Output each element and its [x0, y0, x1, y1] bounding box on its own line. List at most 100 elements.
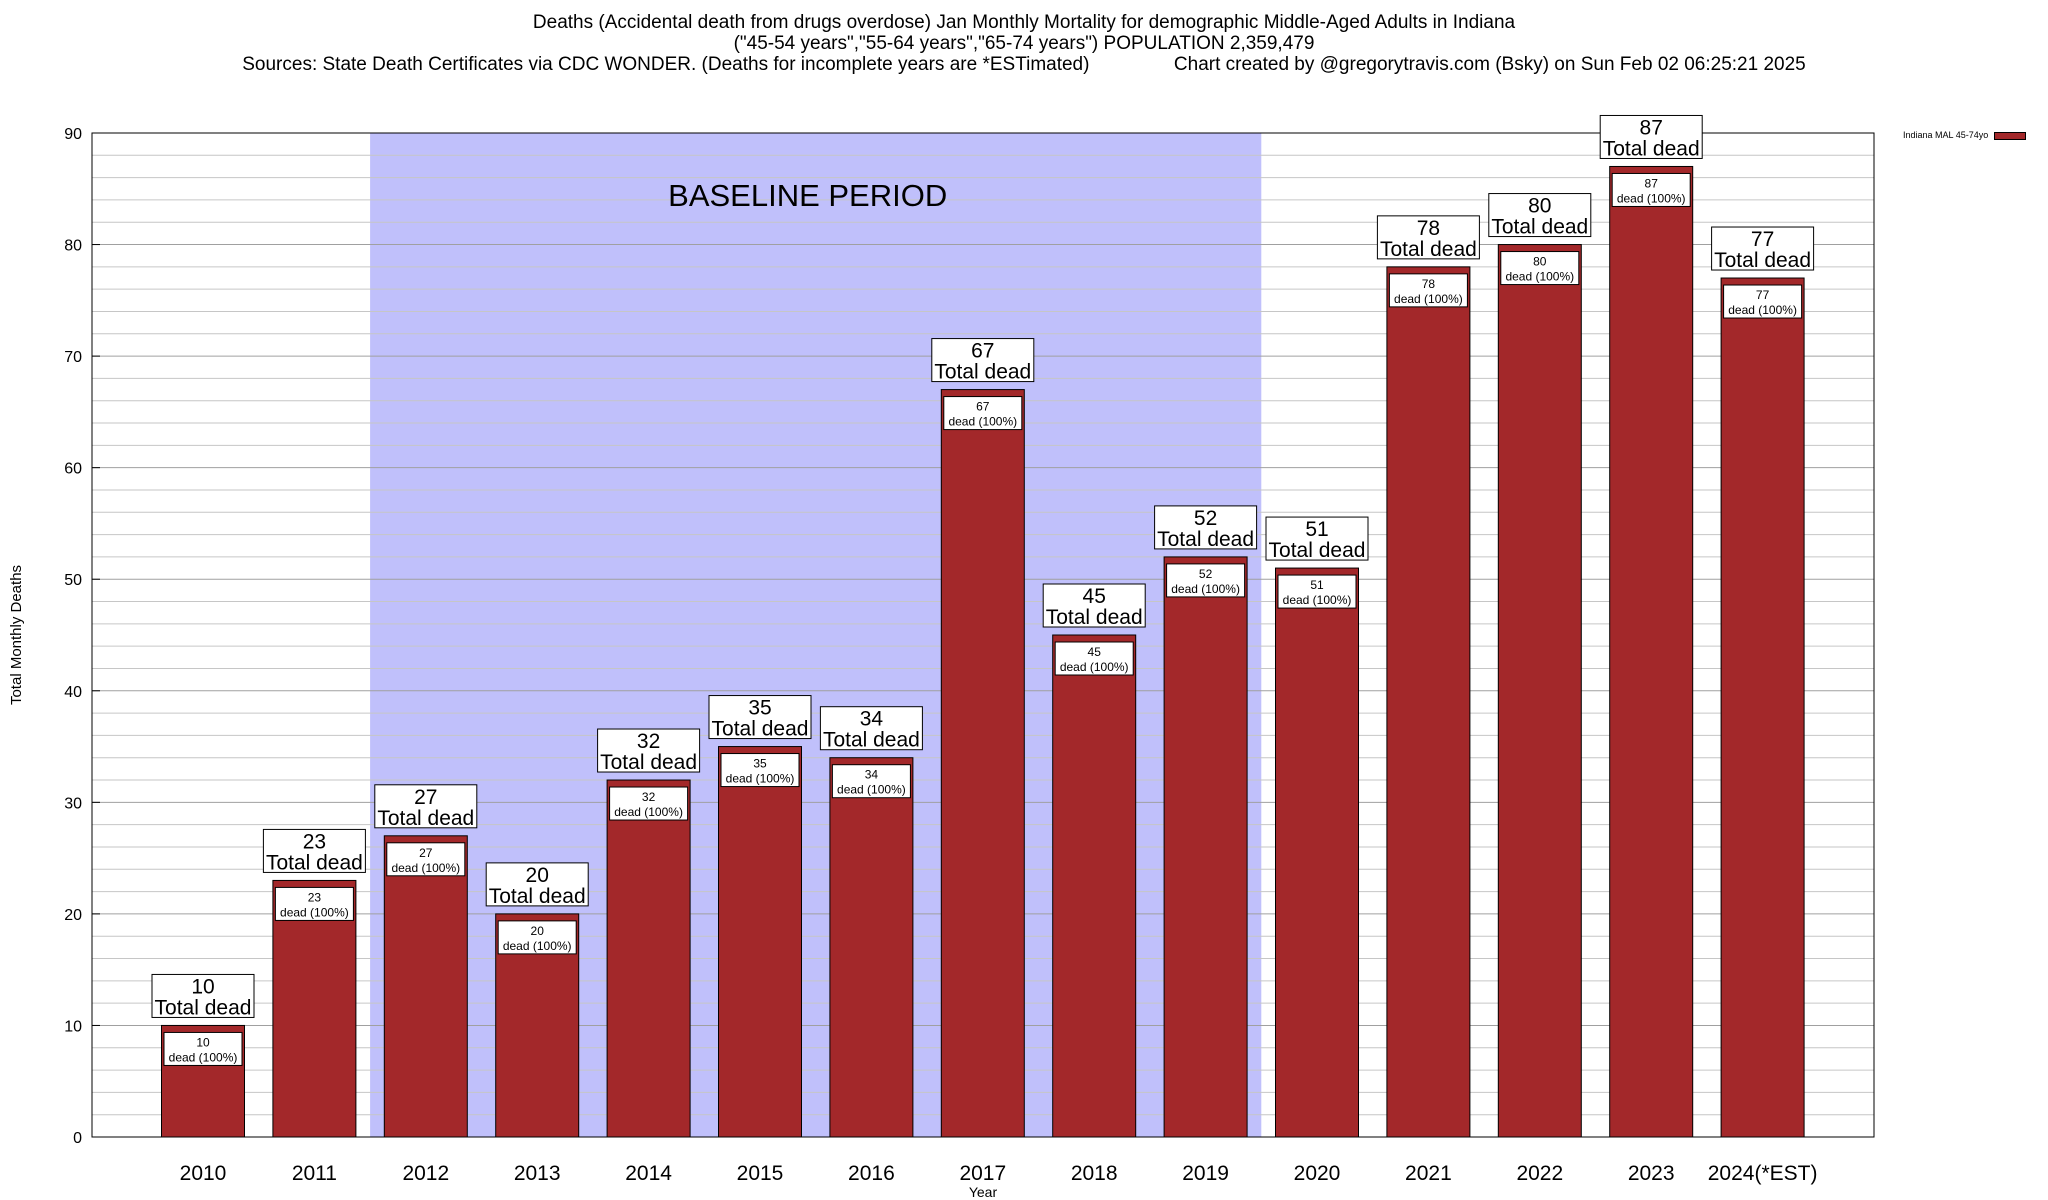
bar-total-suffix-label: Total dead: [1603, 137, 1700, 160]
bar-inner-value-label: 51: [1310, 578, 1324, 592]
x-tick-label: 2015: [737, 1162, 784, 1185]
bar-inner-percent-label: dead (100%): [614, 805, 683, 819]
y-tick-label: 40: [64, 684, 82, 701]
bar-total-suffix-label: Total dead: [489, 885, 586, 908]
y-tick-label: 30: [64, 795, 82, 812]
y-tick-label: 90: [64, 126, 82, 143]
bar-total-value-label: 52: [1194, 507, 1217, 530]
y-tick-label: 80: [64, 238, 82, 255]
bar-total-label-box: [1042, 583, 1146, 628]
bar: [1497, 244, 1582, 1138]
bar: [272, 879, 357, 1138]
bar-inner-percent-label: dead (100%): [1060, 660, 1129, 674]
bar: [606, 779, 691, 1138]
bar-inner-label-box: [497, 920, 577, 955]
bar-total-label-box: [262, 828, 366, 873]
bar-inner-percent-label: dead (100%): [391, 861, 460, 875]
bar: [1386, 266, 1471, 1138]
bar-inner-label-box: [1166, 563, 1246, 598]
bar-inner-value-label: 52: [1199, 567, 1213, 581]
bar-total-label-box: [151, 973, 255, 1018]
bar-inner-label-box: [1054, 641, 1134, 676]
x-tick-label: 2014: [625, 1162, 672, 1185]
bar-total-value-label: 20: [526, 864, 549, 887]
bar-total-suffix-label: Total dead: [1046, 606, 1143, 629]
bar: [1609, 165, 1694, 1138]
bar-inner-label-box: [1500, 251, 1580, 286]
bar-inner-percent-label: dead (100%): [1171, 582, 1240, 596]
x-tick-label: 2011: [292, 1162, 337, 1185]
bar-total-label-box: [1488, 193, 1592, 238]
legend-label: Indiana MAL 45-74yo: [1903, 130, 1989, 140]
bar-total-value-label: 34: [860, 708, 884, 731]
x-tick-label: 2024(*EST): [1708, 1162, 1818, 1185]
bar-total-value-label: 78: [1417, 217, 1440, 240]
y-tick-label: 0: [73, 1130, 82, 1147]
bar-total-label-box: [485, 862, 589, 907]
bar-inner-label-box: [1277, 574, 1357, 609]
bar-total-label-box: [374, 784, 478, 829]
chart-title-line-2: ("45-54 years","55-64 years","65-74 year…: [733, 33, 1315, 54]
x-tick-label: 2018: [1071, 1162, 1118, 1185]
x-tick-label: 2010: [180, 1162, 227, 1185]
bar: [940, 389, 1025, 1138]
x-axis-label: Year: [969, 1184, 998, 1200]
bar-inner-value-label: 45: [1088, 645, 1102, 659]
bar-inner-percent-label: dead (100%): [169, 1050, 238, 1064]
bar-total-value-label: 77: [1751, 228, 1774, 251]
bar-inner-label-box: [943, 396, 1023, 431]
y-axis-label: Total Monthly Deaths: [8, 565, 25, 705]
bar-inner-value-label: 32: [642, 790, 656, 804]
bar-inner-value-label: 34: [865, 768, 879, 782]
bar-total-suffix-label: Total dead: [823, 729, 920, 752]
bar-total-value-label: 35: [748, 697, 771, 720]
bar-inner-percent-label: dead (100%): [1505, 270, 1574, 284]
bar-inner-value-label: 67: [976, 400, 990, 414]
bar-inner-percent-label: dead (100%): [1394, 292, 1463, 306]
bar: [1052, 634, 1137, 1138]
bar-total-suffix-label: Total dead: [266, 851, 363, 874]
bar-total-suffix-label: Total dead: [1491, 216, 1588, 239]
y-tick-label: 10: [64, 1018, 82, 1035]
bar-total-suffix-label: Total dead: [377, 807, 474, 830]
y-tick-label: 20: [64, 907, 82, 924]
bar-total-value-label: 32: [637, 730, 660, 753]
bar-inner-label-box: [1388, 273, 1468, 308]
bar-inner-percent-label: dead (100%): [1617, 191, 1686, 205]
bar-total-value-label: 80: [1528, 195, 1551, 218]
bar-inner-value-label: 78: [1422, 277, 1436, 291]
bar: [383, 835, 468, 1138]
bar-inner-percent-label: dead (100%): [948, 415, 1017, 429]
bar-inner-percent-label: dead (100%): [837, 783, 906, 797]
bar-total-suffix-label: Total dead: [1269, 539, 1366, 562]
bar-total-label-box: [1376, 215, 1480, 260]
bar-inner-percent-label: dead (100%): [1728, 303, 1797, 317]
bar-total-suffix-label: Total dead: [155, 996, 252, 1019]
x-tick-label: 2013: [514, 1162, 561, 1185]
legend-swatch: [1994, 131, 2027, 140]
bar-total-label-box: [1599, 114, 1703, 159]
baseline-period-label: BASELINE PERIOD: [668, 178, 947, 213]
bar-total-label-box: [819, 706, 923, 751]
bar-inner-value-label: 10: [196, 1035, 210, 1049]
bar-total-suffix-label: Total dead: [1157, 528, 1254, 551]
chart-title-line-3: Sources: State Death Certificates via CD…: [242, 54, 1806, 75]
bar-total-label-box: [597, 728, 701, 773]
bar-inner-label-box: [386, 842, 466, 877]
bar-inner-label-box: [609, 786, 689, 821]
x-tick-label: 2019: [1182, 1162, 1229, 1185]
bar-total-value-label: 87: [1640, 116, 1663, 139]
bar-total-suffix-label: Total dead: [712, 718, 809, 741]
x-tick-label: 2016: [848, 1162, 895, 1185]
bar-inner-percent-label: dead (100%): [503, 939, 572, 953]
bar-inner-value-label: 77: [1756, 288, 1770, 302]
bar-total-label-box: [708, 695, 812, 740]
bar-total-value-label: 10: [191, 975, 214, 998]
bar-inner-label-box: [1723, 284, 1803, 319]
bar-inner-value-label: 20: [531, 924, 545, 938]
bar: [718, 746, 802, 1138]
bar-total-value-label: 27: [414, 786, 437, 809]
x-tick-label: 2023: [1628, 1162, 1675, 1185]
bar-inner-label-box: [274, 886, 354, 921]
